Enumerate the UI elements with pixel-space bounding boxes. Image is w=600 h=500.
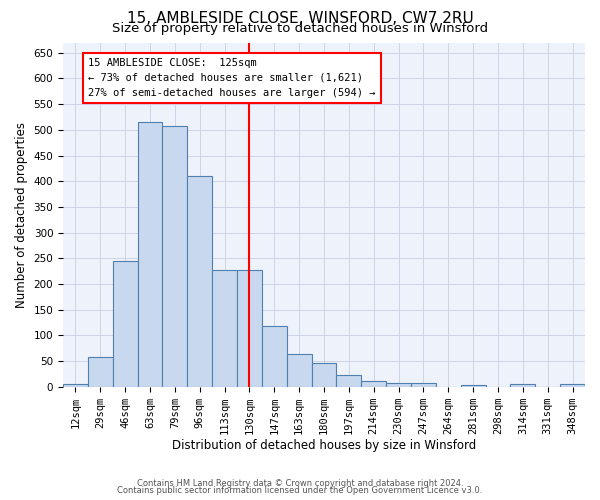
Bar: [262, 326, 287, 386]
Bar: [386, 382, 411, 386]
Bar: [511, 384, 535, 386]
Text: Contains public sector information licensed under the Open Government Licence v3: Contains public sector information licen…: [118, 486, 482, 495]
Bar: [311, 363, 337, 386]
Text: 15 AMBLESIDE CLOSE:  125sqm
← 73% of detached houses are smaller (1,621)
27% of : 15 AMBLESIDE CLOSE: 125sqm ← 73% of deta…: [88, 58, 376, 98]
Text: Size of property relative to detached houses in Winsford: Size of property relative to detached ho…: [112, 22, 488, 35]
Text: 15, AMBLESIDE CLOSE, WINSFORD, CW7 2RU: 15, AMBLESIDE CLOSE, WINSFORD, CW7 2RU: [127, 11, 473, 26]
Bar: [163, 126, 187, 386]
Bar: [63, 384, 88, 386]
Bar: [212, 270, 237, 386]
Bar: [287, 354, 311, 386]
Bar: [361, 380, 386, 386]
Bar: [88, 357, 113, 386]
Bar: [411, 382, 436, 386]
Bar: [461, 385, 485, 386]
Y-axis label: Number of detached properties: Number of detached properties: [15, 122, 28, 308]
Text: Contains HM Land Registry data © Crown copyright and database right 2024.: Contains HM Land Registry data © Crown c…: [137, 478, 463, 488]
Bar: [113, 261, 137, 386]
Bar: [137, 122, 163, 386]
Bar: [237, 270, 262, 386]
Bar: [187, 176, 212, 386]
X-axis label: Distribution of detached houses by size in Winsford: Distribution of detached houses by size …: [172, 440, 476, 452]
Bar: [560, 384, 585, 386]
Bar: [337, 376, 361, 386]
